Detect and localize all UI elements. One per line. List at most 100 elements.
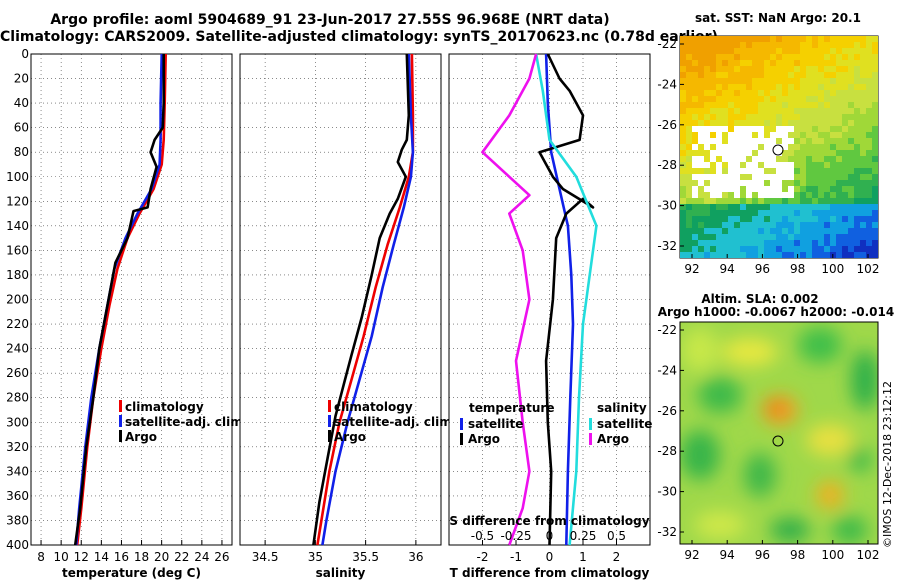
sst-cell bbox=[872, 204, 878, 210]
sst-cell bbox=[740, 96, 746, 102]
sst-cell bbox=[692, 210, 698, 216]
sst-cell bbox=[818, 228, 824, 234]
sst-cell bbox=[872, 114, 878, 120]
sst-cell bbox=[770, 72, 776, 78]
sst-cell bbox=[806, 114, 812, 120]
sst-cell bbox=[728, 78, 734, 84]
sst-cell bbox=[692, 228, 698, 234]
sst-cell bbox=[734, 198, 740, 204]
sst-cell bbox=[716, 42, 722, 48]
sst-cell bbox=[722, 84, 728, 90]
sst-cell bbox=[680, 204, 686, 210]
sst-cell bbox=[806, 162, 812, 168]
sst-cell bbox=[716, 216, 722, 222]
sst-cell bbox=[740, 108, 746, 114]
sst-cell bbox=[740, 90, 746, 96]
sst-cell bbox=[740, 120, 746, 126]
sst-cell bbox=[794, 198, 800, 204]
sst-cell bbox=[860, 168, 866, 174]
sst-cell bbox=[824, 168, 830, 174]
sst-cell bbox=[734, 108, 740, 114]
sst-cell bbox=[800, 174, 806, 180]
sst-cell bbox=[776, 156, 782, 162]
sst-cell bbox=[836, 102, 842, 108]
sst-cell bbox=[692, 150, 698, 156]
legend-swatch-climatology bbox=[119, 400, 122, 412]
sst-cell bbox=[686, 96, 692, 102]
sst-cell bbox=[746, 216, 752, 222]
y-tick-label: 380 bbox=[6, 513, 29, 527]
sst-cell bbox=[854, 114, 860, 120]
legend-swatch-t-satellite bbox=[460, 418, 463, 430]
sst-cell bbox=[710, 222, 716, 228]
sst-cell bbox=[794, 54, 800, 60]
sst-cell bbox=[848, 102, 854, 108]
sst-cell bbox=[776, 42, 782, 48]
series-line-argo bbox=[538, 53, 595, 546]
sst-cell bbox=[680, 36, 686, 42]
y-tick-label: 180 bbox=[6, 268, 29, 282]
sst-cell bbox=[680, 48, 686, 54]
sst-cell bbox=[794, 228, 800, 234]
y-tick-label: 80 bbox=[14, 145, 29, 159]
sst-cell bbox=[788, 156, 794, 162]
sst-cell bbox=[704, 108, 710, 114]
sst-cell bbox=[782, 216, 788, 222]
sst-cell bbox=[854, 222, 860, 228]
sst-cell bbox=[752, 90, 758, 96]
sst-cell bbox=[812, 240, 818, 246]
sst-cell bbox=[824, 252, 830, 258]
sst-cell bbox=[758, 90, 764, 96]
sst-cell bbox=[830, 114, 836, 120]
sst-cell bbox=[794, 150, 800, 156]
sst-cell bbox=[860, 222, 866, 228]
sst-cell bbox=[830, 192, 836, 198]
sst-cell bbox=[818, 48, 824, 54]
sst-cell bbox=[794, 36, 800, 42]
sst-cell bbox=[872, 210, 878, 216]
sst-cell bbox=[824, 222, 830, 228]
sst-cell bbox=[704, 102, 710, 108]
sst-cell bbox=[728, 84, 734, 90]
sst-cell bbox=[710, 168, 716, 174]
sst-cell bbox=[806, 192, 812, 198]
sst-cell bbox=[860, 60, 866, 66]
y-tick-label: 300 bbox=[6, 415, 29, 429]
sst-cell bbox=[680, 120, 686, 126]
sst-cell bbox=[788, 114, 794, 120]
sst-cell bbox=[764, 102, 770, 108]
y-tick-label: 400 bbox=[6, 538, 29, 552]
sst-cell bbox=[794, 84, 800, 90]
sst-cell bbox=[710, 198, 716, 204]
sst-cell bbox=[872, 162, 878, 168]
sst-cell bbox=[818, 174, 824, 180]
sst-cell bbox=[758, 240, 764, 246]
sst-cell bbox=[818, 132, 824, 138]
sst-cell bbox=[764, 228, 770, 234]
sst-cell bbox=[722, 162, 728, 168]
sst-cell bbox=[776, 240, 782, 246]
y-tick-label: 340 bbox=[6, 464, 29, 478]
sst-cell bbox=[800, 48, 806, 54]
x-tick-label: 10 bbox=[54, 550, 69, 564]
sst-cell bbox=[758, 120, 764, 126]
sst-cell bbox=[770, 252, 776, 258]
sst-cell bbox=[704, 36, 710, 42]
sst-cell bbox=[794, 114, 800, 120]
x-tick-label: 12 bbox=[74, 550, 89, 564]
sst-cell bbox=[788, 204, 794, 210]
sst-cell bbox=[692, 102, 698, 108]
sst-cell bbox=[680, 60, 686, 66]
sst-cell bbox=[680, 192, 686, 198]
sst-cell bbox=[782, 78, 788, 84]
sst-cell bbox=[872, 216, 878, 222]
sst-cell bbox=[752, 78, 758, 84]
y-tick-label: 160 bbox=[6, 243, 29, 257]
sst-cell bbox=[812, 96, 818, 102]
sst-cell bbox=[872, 174, 878, 180]
sst-cell bbox=[686, 108, 692, 114]
sst-cell bbox=[722, 54, 728, 60]
sst-cell bbox=[692, 168, 698, 174]
sst-cell bbox=[800, 150, 806, 156]
sst-cell bbox=[740, 186, 746, 192]
